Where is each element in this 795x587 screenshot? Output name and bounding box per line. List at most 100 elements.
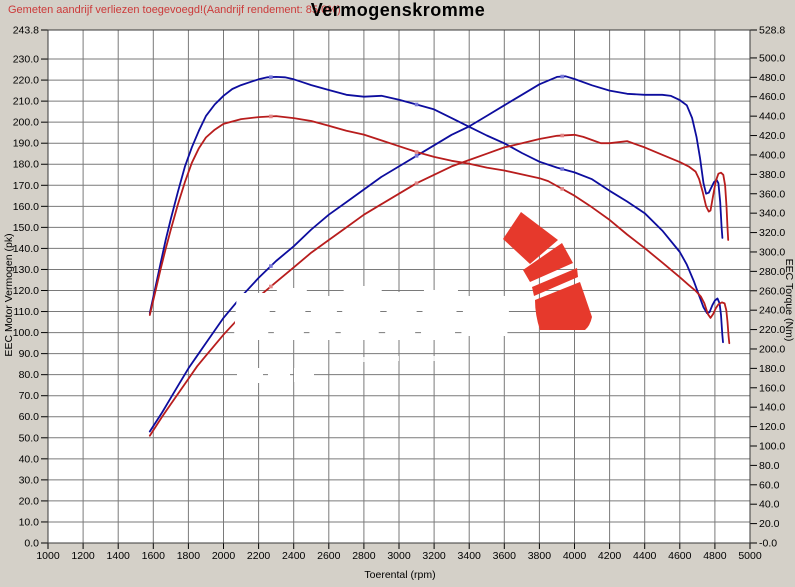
bottom-tick-label: 4800 bbox=[703, 550, 727, 562]
right-tick-label: 300.0 bbox=[759, 246, 785, 258]
bottom-tick-label: 2600 bbox=[317, 550, 341, 562]
sample-marker-power-blue bbox=[560, 74, 565, 79]
left-tick-label: 10.0 bbox=[19, 516, 40, 528]
brand-logo-segment bbox=[523, 243, 573, 282]
left-tick-label: 160.0 bbox=[13, 201, 39, 213]
brand-logo-segment bbox=[503, 212, 558, 264]
bottom-tick-label: 3400 bbox=[458, 550, 482, 562]
right-tick-label: 400.0 bbox=[759, 149, 785, 161]
bottom-tick-label: 3600 bbox=[493, 550, 517, 562]
left-tick-label: 40.0 bbox=[19, 453, 40, 465]
left-tick-label: 130.0 bbox=[13, 264, 39, 276]
brand-logo-segment bbox=[532, 268, 578, 296]
watermark-text-block bbox=[273, 288, 307, 340]
right-tick-label: 340.0 bbox=[759, 208, 785, 220]
sample-marker-torque-red bbox=[560, 187, 565, 191]
left-tick-label: 180.0 bbox=[13, 159, 39, 171]
bottom-tick-label: 2800 bbox=[352, 550, 376, 562]
bottom-tick-label: 1600 bbox=[142, 550, 166, 562]
right-tick-label: 360.0 bbox=[759, 188, 785, 200]
sample-marker-torque-blue bbox=[560, 167, 565, 171]
right-tick-label: 480.0 bbox=[759, 72, 785, 84]
watermark-text-block bbox=[420, 290, 458, 340]
left-tick-label: 70.0 bbox=[19, 390, 40, 402]
right-tick-label: -0.0 bbox=[759, 538, 777, 550]
left-tick-label: 80.0 bbox=[19, 369, 40, 381]
right-tick-label: 528.8 bbox=[759, 25, 785, 37]
right-tick-label: 80.0 bbox=[759, 460, 780, 472]
left-tick-label: 100.0 bbox=[13, 327, 39, 339]
right-tick-label: 120.0 bbox=[759, 421, 785, 433]
watermark-subtext-block bbox=[237, 368, 263, 383]
bottom-tick-label: 3800 bbox=[528, 550, 552, 562]
watermark-text-block bbox=[233, 293, 271, 340]
sample-marker-power-blue bbox=[414, 154, 419, 158]
watermark-subtext-block bbox=[294, 368, 314, 382]
right-tick-label: 180.0 bbox=[759, 363, 785, 375]
watermark-text-block bbox=[308, 296, 338, 340]
bottom-tick-label: 4600 bbox=[668, 550, 692, 562]
left-tick-label: 0.0 bbox=[24, 538, 39, 550]
right-tick-label: 220.0 bbox=[759, 324, 785, 336]
sample-marker-torque-blue bbox=[269, 75, 273, 79]
watermark-dash bbox=[335, 356, 353, 361]
watermark-dash bbox=[385, 356, 399, 361]
plot-layer: 243.8 230.0 220.0 210.0 200.0 190.0 180.0 170.0… bbox=[13, 25, 786, 563]
sample-marker-power-red bbox=[560, 133, 565, 138]
right-axis-title: EEC Torque (Nm) bbox=[783, 259, 795, 342]
right-tick-label: 460.0 bbox=[759, 91, 785, 103]
chart-title: Vermogenskromme bbox=[311, 0, 486, 20]
right-tick-label: 160.0 bbox=[759, 382, 785, 394]
right-tick-label: 60.0 bbox=[759, 479, 780, 491]
bottom-tick-label: 1800 bbox=[177, 550, 201, 562]
bottom-tick-label: 2200 bbox=[247, 550, 271, 562]
left-tick-label: 30.0 bbox=[19, 474, 40, 486]
left-tick-label: 190.0 bbox=[13, 138, 39, 150]
left-tick-label: 120.0 bbox=[13, 285, 39, 297]
bottom-tick-label: 1400 bbox=[107, 550, 131, 562]
left-tick-label: 170.0 bbox=[13, 180, 39, 192]
bottom-tick-label: 2000 bbox=[212, 550, 236, 562]
watermark-text-block bbox=[340, 286, 382, 340]
left-tick-label: 230.0 bbox=[13, 54, 39, 66]
curve-torque-red bbox=[148, 115, 731, 345]
watermark-text-block bbox=[461, 296, 510, 336]
right-tick-label: 500.0 bbox=[759, 52, 785, 64]
left-tick-label: 220.0 bbox=[13, 75, 39, 87]
left-tick-label: 243.8 bbox=[13, 25, 39, 37]
x-axis-title: Toerental (rpm) bbox=[364, 569, 435, 581]
left-tick-label: 20.0 bbox=[19, 495, 40, 507]
right-tick-label: 20.0 bbox=[759, 518, 780, 530]
curve-power-blue bbox=[148, 75, 724, 433]
left-tick-label: 50.0 bbox=[19, 432, 40, 444]
left-tick-label: 110.0 bbox=[14, 306, 40, 318]
sample-marker-torque-blue bbox=[414, 102, 419, 107]
sample-marker-power-red bbox=[269, 284, 273, 289]
watermark-text-block bbox=[384, 292, 418, 340]
left-tick-label: 210.0 bbox=[13, 96, 39, 108]
sample-marker-power-blue bbox=[269, 264, 273, 268]
right-tick-label: 140.0 bbox=[759, 402, 785, 414]
right-tick-label: 200.0 bbox=[759, 343, 785, 355]
watermark-dash bbox=[432, 356, 444, 361]
curve-torque-blue bbox=[148, 76, 724, 344]
right-tick-label: 100.0 bbox=[759, 440, 785, 452]
left-tick-label: 140.0 bbox=[13, 243, 39, 255]
bottom-tick-label: 2400 bbox=[282, 550, 306, 562]
drivetrain-loss-note: Gemeten aandrijf verliezen toegevoegd!(A… bbox=[8, 4, 341, 16]
right-tick-label: 260.0 bbox=[759, 285, 785, 297]
bottom-tick-label: 1200 bbox=[71, 550, 95, 562]
brand-logo-segment bbox=[535, 282, 592, 330]
sample-marker-torque-red bbox=[269, 114, 273, 119]
plot-border bbox=[47, 29, 751, 544]
left-tick-label: 150.0 bbox=[13, 222, 39, 234]
sample-marker-torque-red bbox=[414, 150, 419, 154]
left-tick-label: 200.0 bbox=[13, 117, 39, 129]
sample-marker-power-red bbox=[414, 181, 419, 185]
bottom-tick-label: 3000 bbox=[387, 550, 411, 562]
right-tick-label: 440.0 bbox=[759, 111, 785, 123]
bottom-tick-label: 4400 bbox=[633, 550, 657, 562]
bottom-tick-label: 4000 bbox=[563, 550, 587, 562]
